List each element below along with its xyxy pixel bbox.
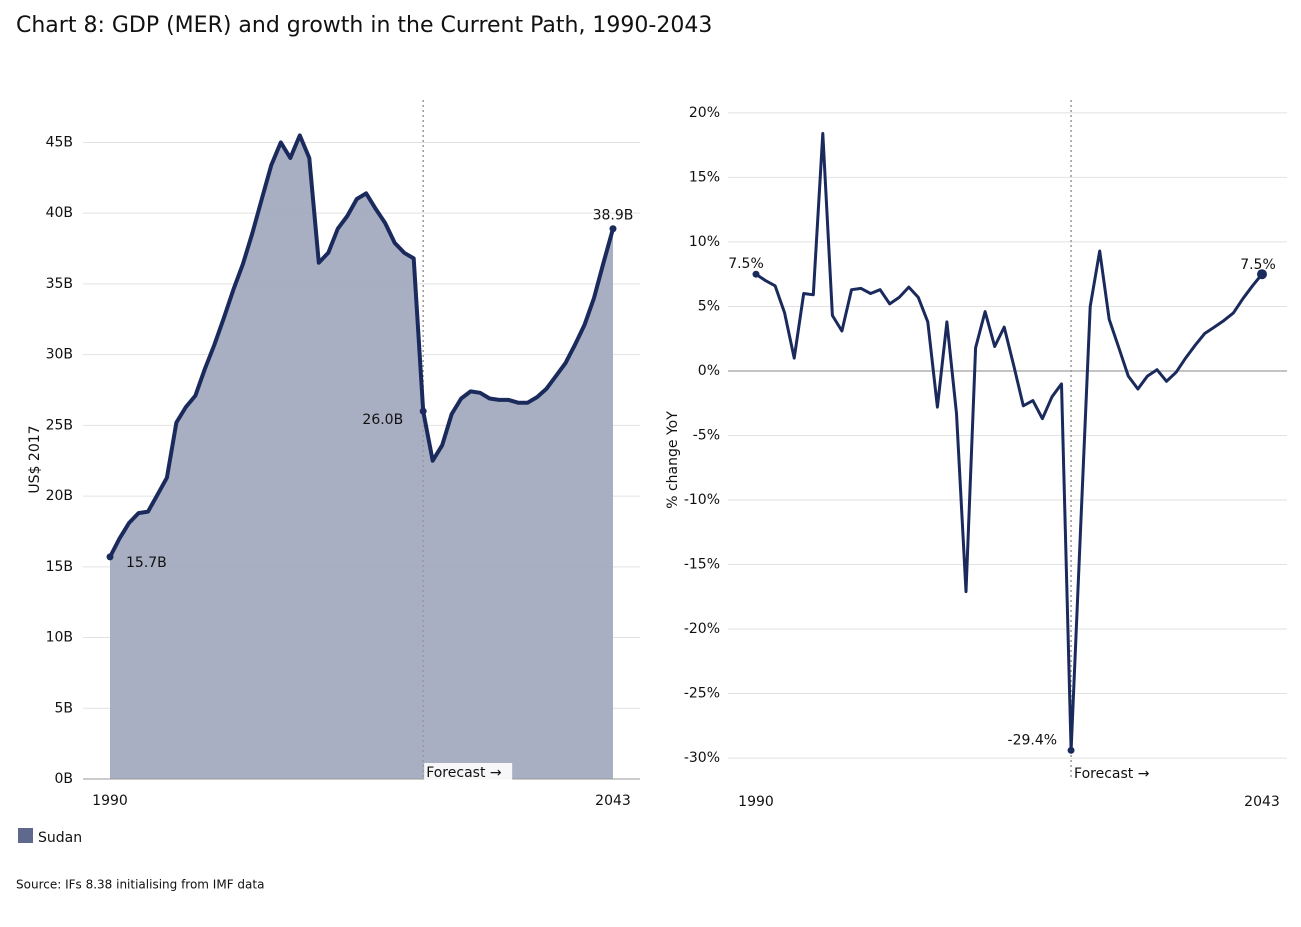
point — [1257, 269, 1267, 280]
point — [609, 225, 617, 233]
y-tick-label: 5B — [54, 700, 73, 716]
value-label: 7.5% — [728, 256, 764, 272]
point — [106, 553, 114, 561]
area — [110, 135, 613, 779]
y-tick-label: 10B — [46, 630, 73, 646]
x-tick-label: 1990 — [738, 794, 774, 810]
value-label: 7.5% — [1240, 257, 1276, 273]
line — [108, 133, 615, 558]
y-axis-label: US$ 2017 — [27, 425, 43, 493]
y-tick-label: 25B — [46, 417, 73, 433]
y-tick-label: 15B — [46, 559, 73, 575]
y-tick-label: -5% — [693, 427, 720, 443]
chart-title: Chart 8: GDP (MER) and growth in the Cur… — [16, 13, 712, 38]
y-tick-label: 20% — [689, 105, 720, 121]
y-tick-label: -10% — [684, 492, 720, 508]
y-tick-label: 10% — [689, 234, 720, 250]
y-tick-label: 45B — [46, 134, 73, 150]
x-tick-label: 1990 — [92, 793, 128, 809]
y-tick-label: -30% — [684, 750, 720, 766]
y-tick-label: -20% — [684, 621, 720, 637]
y-tick-label: 35B — [46, 276, 73, 292]
forecast-label: Forecast → — [426, 765, 502, 781]
value-label: 38.9B — [593, 208, 634, 224]
y-tick-label: 5% — [698, 298, 720, 314]
y-tick-label: -25% — [684, 686, 720, 702]
forecast-label-bg — [424, 763, 513, 781]
y-axis-label: % change YoY — [665, 411, 681, 509]
line — [755, 132, 1264, 752]
x-tick-label: 2043 — [1244, 794, 1280, 810]
y-tick-label: 15% — [689, 169, 720, 185]
y-tick-label: -15% — [684, 557, 720, 573]
y-tick-label: 0B — [54, 771, 73, 787]
value-label: -29.4% — [1008, 732, 1058, 748]
point — [752, 270, 760, 278]
y-tick-label: 30B — [46, 347, 73, 363]
point — [1067, 746, 1075, 754]
legend-label: Sudan — [38, 830, 82, 846]
y-tick-label: 0% — [698, 363, 720, 379]
y-tick-label: 20B — [46, 488, 73, 504]
forecast-label: Forecast → — [1074, 766, 1150, 782]
value-label: 26.0B — [362, 412, 403, 428]
x-tick-label: 2043 — [595, 793, 631, 809]
source: Source: IFs 8.38 initialising from IMF d… — [16, 878, 264, 892]
point — [419, 407, 427, 415]
forecast-label-bg — [1072, 764, 1161, 782]
y-tick-label: 40B — [46, 205, 73, 221]
value-label: 15.7B — [126, 555, 167, 571]
legend-swatch — [18, 828, 33, 843]
